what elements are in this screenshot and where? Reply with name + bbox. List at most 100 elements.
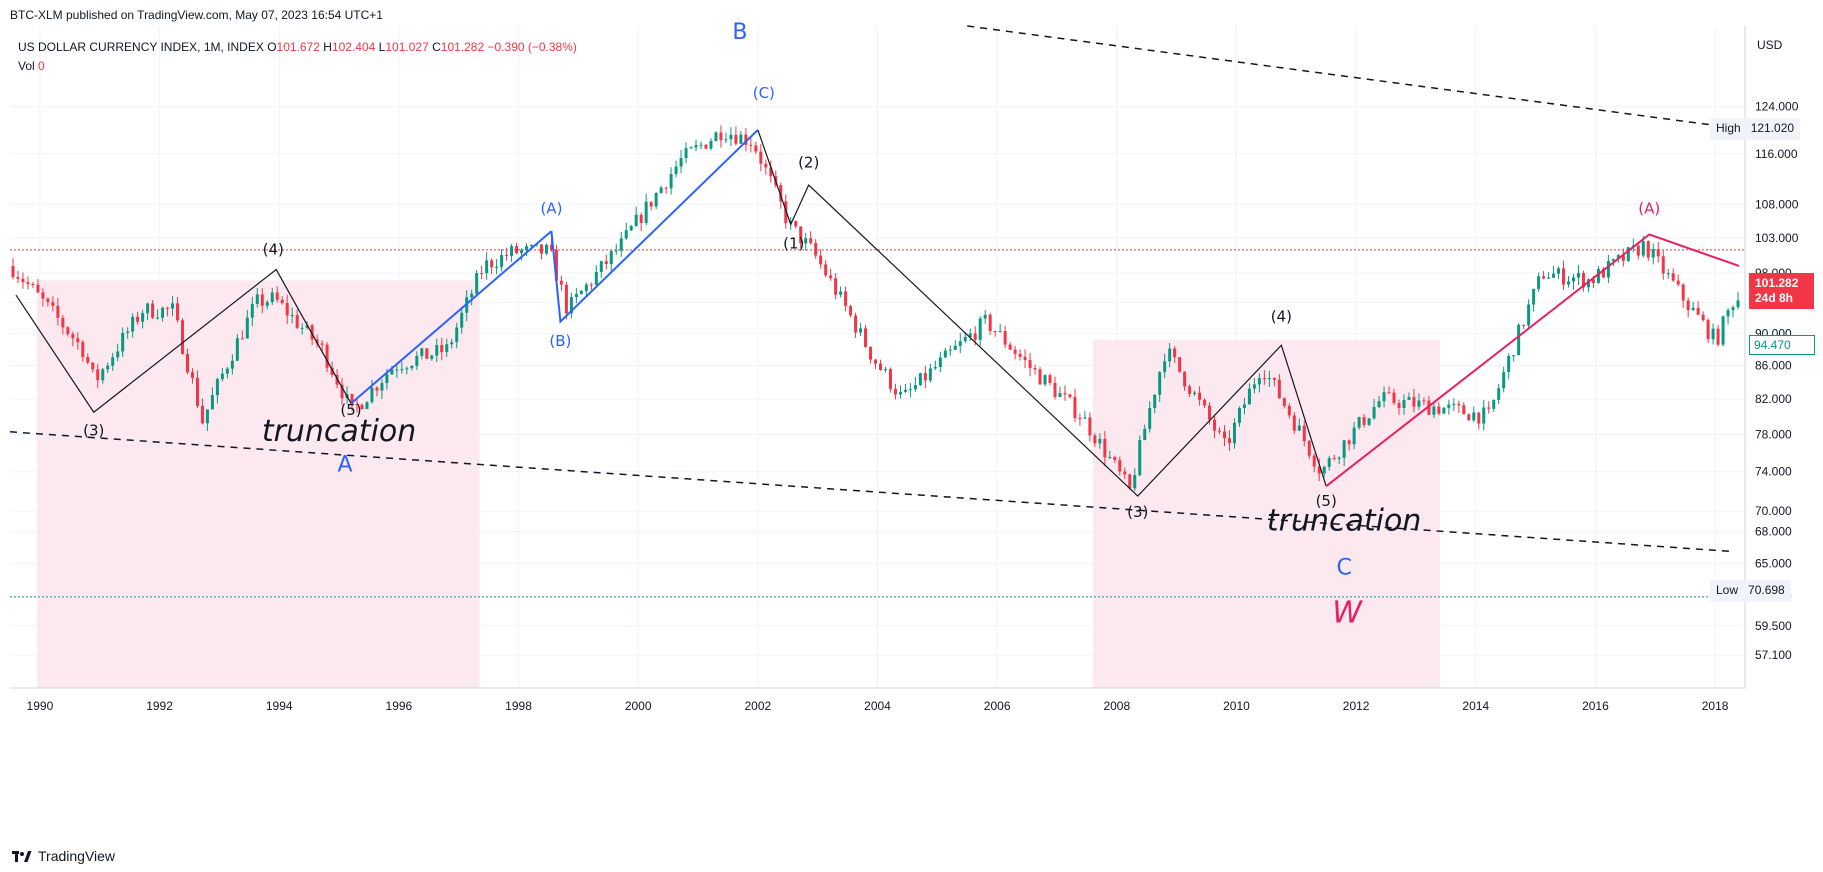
candle-body [1158, 372, 1162, 395]
candle-body [1302, 425, 1306, 441]
candle-body [510, 246, 514, 257]
candle-body [958, 341, 962, 346]
candle-body [629, 226, 633, 231]
candle-body [1532, 288, 1536, 305]
candle-body [166, 307, 170, 309]
candle-body [515, 246, 519, 253]
candle-body [1013, 349, 1017, 354]
candle-body [1312, 455, 1316, 467]
candle-body [11, 265, 15, 278]
candle-body [1337, 457, 1341, 459]
low-tag-label: Low [1716, 583, 1739, 597]
candle-body [480, 273, 484, 275]
candle-body [255, 294, 259, 304]
candle-body [1203, 399, 1207, 406]
candle-body [1377, 401, 1381, 408]
candle-body [1307, 440, 1311, 456]
candle-body [809, 238, 813, 244]
candle-body [1078, 417, 1082, 419]
wave-annotation: (3) [1127, 503, 1148, 521]
candle-body [1262, 378, 1266, 380]
candle-body [814, 243, 818, 256]
x-tick-label: 2004 [864, 699, 891, 713]
candle-body [61, 317, 65, 328]
tradingview-brand[interactable]: TradingView [12, 848, 115, 864]
candle-body [265, 302, 269, 306]
wave-annotation: (3) [83, 421, 104, 439]
candle-body [1567, 281, 1571, 285]
candle-body [66, 327, 70, 335]
candle-body [250, 303, 254, 318]
candle-body [1562, 268, 1566, 285]
candle-body [1661, 256, 1665, 274]
candle-body [938, 357, 942, 368]
candle-body [1103, 438, 1107, 458]
candle-body [36, 284, 40, 293]
candle-body [1277, 379, 1281, 399]
candle-body [81, 342, 85, 358]
x-tick-label: 2008 [1103, 699, 1130, 713]
candle-body [275, 292, 279, 300]
candle-body [1651, 249, 1655, 258]
candle-body [1477, 412, 1481, 424]
candle-body [624, 230, 628, 239]
candle-body [1507, 356, 1511, 373]
candle-body [1257, 378, 1261, 385]
candle-body [1088, 417, 1092, 436]
candle-body [953, 345, 957, 350]
candle-body [21, 278, 25, 283]
candle-body [490, 260, 494, 268]
high-value: 102.404 [331, 40, 376, 54]
candle-body [1347, 440, 1351, 445]
candle-body [674, 166, 678, 175]
candle-body [963, 337, 967, 342]
candle-body [1068, 394, 1072, 397]
candle-body [554, 250, 558, 281]
wave-annotation: B [732, 20, 747, 45]
candle-body [1487, 407, 1491, 409]
volume-label: Vol [18, 59, 35, 73]
y-tick-label: 124.000 [1755, 100, 1799, 114]
candle-body [111, 357, 115, 366]
candle-body [520, 250, 524, 253]
y-tick-label: 86.000 [1755, 358, 1792, 372]
candle-body [26, 282, 30, 284]
candle-body [639, 214, 643, 223]
candle-body [385, 374, 389, 384]
candle-body [410, 365, 414, 369]
candle-body [185, 353, 189, 373]
candle-body [1038, 369, 1042, 385]
candle-body [310, 325, 314, 340]
candle-body [1252, 384, 1256, 389]
candle-body [1522, 324, 1526, 326]
candle-body [161, 307, 165, 318]
candle-body [330, 367, 334, 375]
candle-body [574, 293, 578, 298]
candle-body [1163, 361, 1167, 373]
wave-annotation: truncation [1267, 503, 1421, 538]
candle-body [784, 201, 788, 224]
candle-body [1193, 392, 1197, 394]
candle-body [176, 303, 180, 321]
candle-body [1282, 398, 1286, 406]
candle-body [604, 261, 608, 265]
candle-body [470, 293, 474, 298]
candle-body [539, 244, 543, 254]
candle-body [669, 174, 673, 189]
candle-body [96, 369, 100, 381]
candle-body [210, 395, 214, 410]
candle-body [116, 351, 120, 358]
candle-body [290, 314, 294, 316]
candle-body [649, 201, 653, 207]
wave-annotation: (C) [753, 84, 775, 102]
candle-body [320, 343, 324, 345]
wave-annotation: (2) [798, 153, 819, 171]
candle-body [1616, 255, 1620, 260]
candle-body [584, 284, 588, 291]
candle-body [1482, 407, 1486, 424]
candle-body [1601, 269, 1605, 278]
y-tick-label: 108.000 [1755, 197, 1799, 211]
candle-body [1357, 417, 1361, 428]
candle-body [1113, 457, 1117, 461]
